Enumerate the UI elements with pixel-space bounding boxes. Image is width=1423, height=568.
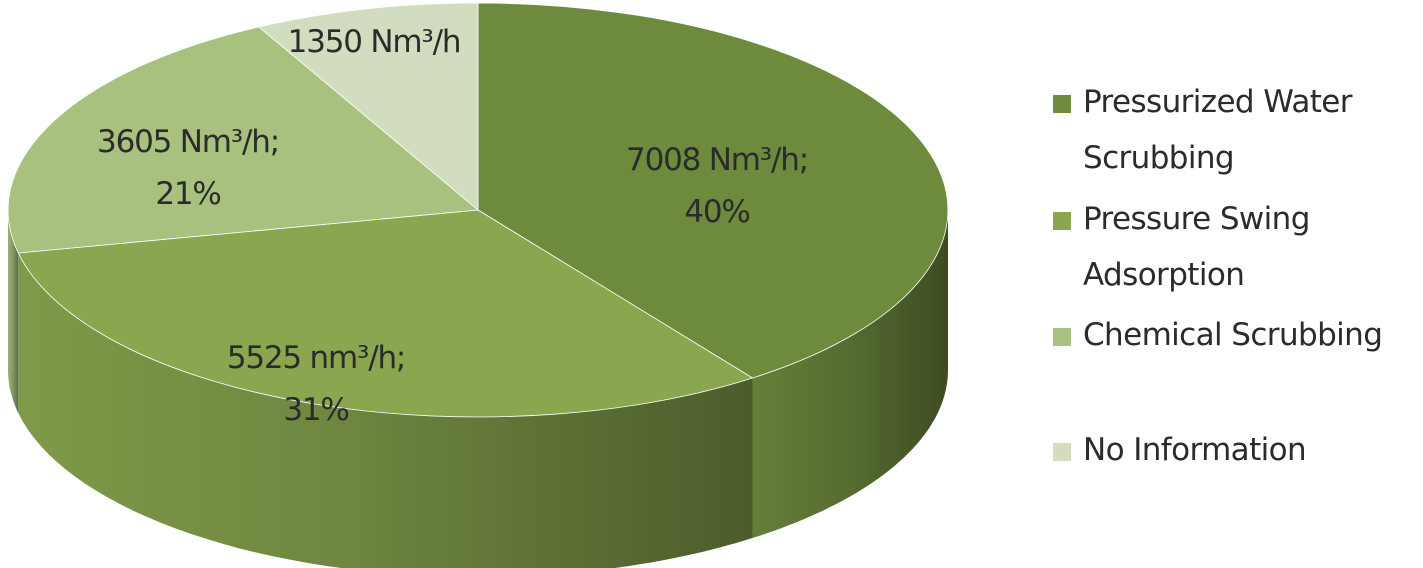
pie-slice-3	[258, 2, 479, 211]
legend-swatch-0	[1053, 95, 1071, 113]
legend-swatch-2	[1053, 328, 1071, 346]
pie-side-2	[8, 210, 19, 413]
legend-swatch-1	[1053, 212, 1071, 230]
slice-label-1: 5525 nm³/h; 31%	[227, 340, 405, 428]
legend-label-3: No Information	[1083, 432, 1306, 468]
pie-slices	[7, 2, 949, 418]
legend: Pressurized Water Scrubbing Pressure Swing…	[1053, 84, 1383, 468]
pie-slice-1	[17, 209, 754, 418]
slice-labels: 7008 Nm³/h; 40% 5525 nm³/h; 31% 3605 Nm³/h; 2…	[97, 24, 809, 428]
legend-label-0: Pressurized Water Scrubbing	[1083, 84, 1353, 176]
pie-side-1	[18, 253, 753, 568]
slice-label-3: 1350 Nm³/h	[288, 24, 461, 60]
pie-side-walls	[8, 210, 948, 568]
pie-side-0	[752, 210, 948, 538]
slice-label-2: 3605 Nm³/h; 21%	[97, 124, 279, 212]
pie-slice-2	[7, 26, 479, 254]
legend-label-1: Pressure Swing Adsorption	[1083, 201, 1310, 293]
slice-label-0: 7008 Nm³/h; 40%	[626, 142, 808, 230]
legend-label-2: Chemical Scrubbing	[1083, 317, 1382, 353]
pie-slice-0	[477, 2, 949, 379]
legend-swatch-3	[1053, 443, 1071, 461]
